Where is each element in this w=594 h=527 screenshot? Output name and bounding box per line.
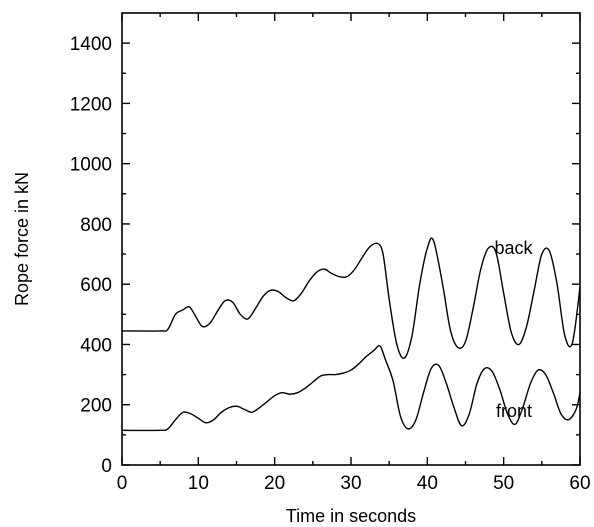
y-tick-label: 1200 xyxy=(70,94,112,115)
x-tick-label: 40 xyxy=(417,473,438,494)
y-tick-label: 1400 xyxy=(70,34,112,55)
annotation-front: front xyxy=(496,401,532,421)
y-tick-label: 200 xyxy=(80,396,112,417)
annotation-back: back xyxy=(495,238,534,258)
x-tick-label: 0 xyxy=(117,473,128,494)
y-tick-label: 800 xyxy=(80,215,112,236)
x-tick-label: 20 xyxy=(264,473,285,494)
y-tick-label: 0 xyxy=(101,456,112,477)
series-line-front xyxy=(121,344,581,432)
y-axis-title: Rope force in kN xyxy=(12,172,32,306)
y-tick-label: 400 xyxy=(80,335,112,356)
x-tick-label: 10 xyxy=(188,473,209,494)
x-tick-label: 60 xyxy=(569,473,590,494)
labels-layer: 0 10 20 30 40 50 600200400600800100012001400ba… xyxy=(70,34,591,494)
x-axis-title: Time in seconds xyxy=(286,506,416,526)
x-tick-label: 30 xyxy=(340,473,361,494)
x-tick-label: 50 xyxy=(493,473,514,494)
plot-frame xyxy=(121,12,581,466)
y-tick-label: 1000 xyxy=(70,155,112,176)
series-line-back xyxy=(121,237,581,359)
y-tick-label: 600 xyxy=(80,275,112,296)
series-layer xyxy=(121,237,581,432)
